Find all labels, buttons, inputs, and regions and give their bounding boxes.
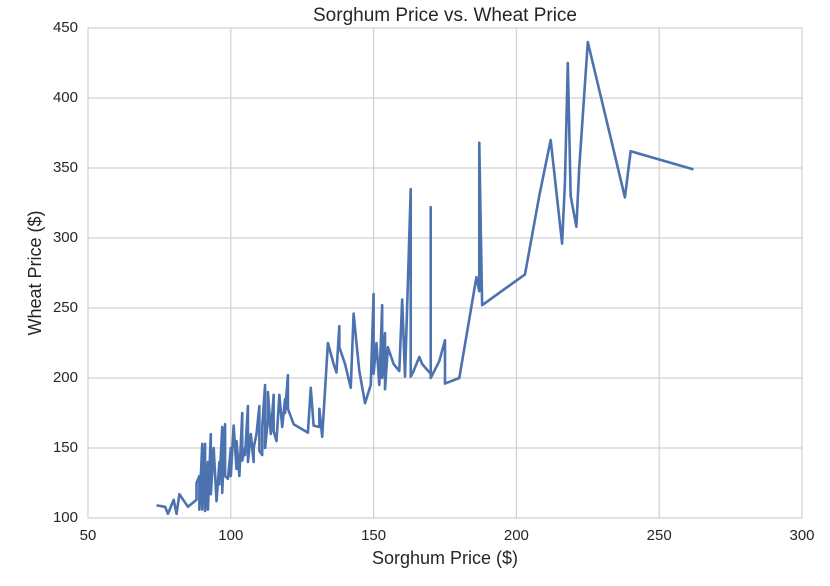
y-tick-label: 400 <box>53 89 78 106</box>
y-axis-label: Wheat Price ($) <box>25 210 45 335</box>
x-tick-label: 50 <box>80 527 97 544</box>
y-tick-label: 150 <box>53 439 78 456</box>
y-tick-label: 350 <box>53 159 78 176</box>
x-tick-label: 250 <box>647 527 672 544</box>
y-tick-label: 450 <box>53 19 78 36</box>
x-tick-label: 300 <box>789 527 814 544</box>
plot-area <box>87 27 803 519</box>
y-tick-label: 250 <box>53 299 78 316</box>
x-axis-label: Sorghum Price ($) <box>372 548 518 568</box>
x-tick-label: 200 <box>504 527 529 544</box>
x-tick-label: 150 <box>361 527 386 544</box>
data-line <box>156 40 694 516</box>
chart-title: Sorghum Price vs. Wheat Price <box>313 5 577 26</box>
y-tick-label: 100 <box>53 509 78 526</box>
x-tick-label: 100 <box>218 527 243 544</box>
y-tick-label: 200 <box>53 369 78 386</box>
y-tick-label: 300 <box>53 229 78 246</box>
